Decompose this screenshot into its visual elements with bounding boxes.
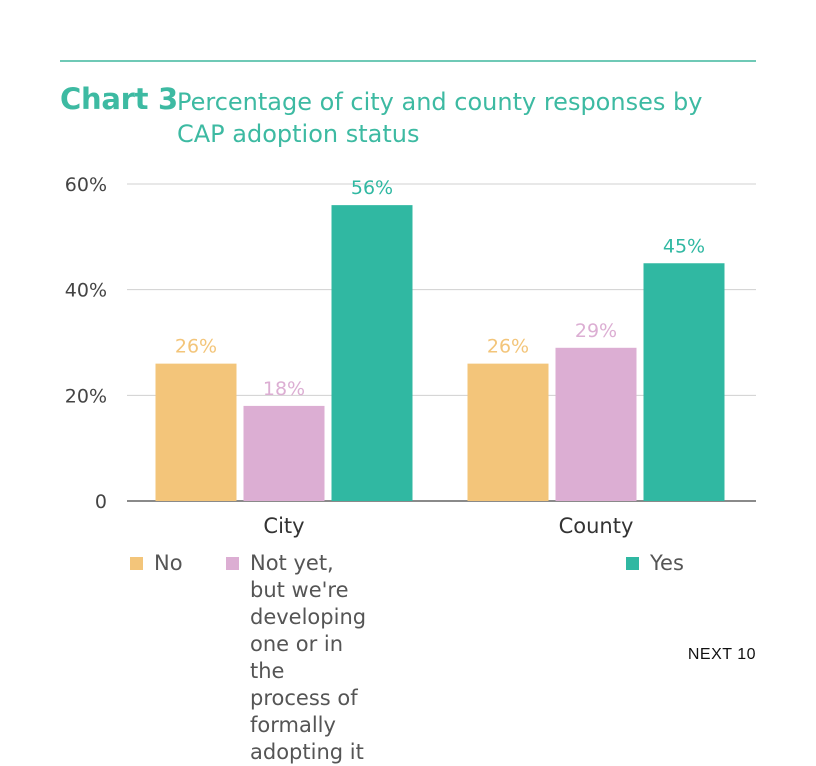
chart-number: Chart 3 xyxy=(60,82,178,116)
y-tick-label: 40% xyxy=(65,280,107,302)
bar-chart: 0 20% 40% 60% 26% 18% 56% City 26% 29% 45% County xyxy=(65,174,756,538)
bar-no-city xyxy=(155,363,237,501)
x-tick-label: County xyxy=(559,514,634,538)
data-label: 45% xyxy=(663,235,705,257)
data-label: 26% xyxy=(487,336,529,358)
legend-swatch-not-yet xyxy=(226,557,239,570)
bar-not-yet-county xyxy=(555,347,637,501)
bar-yes-city xyxy=(331,205,413,501)
data-label: 26% xyxy=(175,336,217,358)
data-label: 29% xyxy=(575,320,617,342)
legend-label-yes: Yes xyxy=(650,551,684,575)
source-footer: NEXT 10 xyxy=(687,646,756,663)
chart-title: Percentage of city and county responses … xyxy=(177,88,703,148)
data-label: 18% xyxy=(263,378,305,400)
bar-no-county xyxy=(467,363,549,501)
bar-yes-county xyxy=(643,263,725,501)
y-tick-label: 60% xyxy=(65,174,107,196)
y-tick-label: 20% xyxy=(65,385,107,407)
data-label: 56% xyxy=(351,177,393,199)
x-tick-label: City xyxy=(263,514,304,538)
legend-swatch-no xyxy=(130,557,143,570)
legend-label-not-yet: Not yet, but we're developing one or in … xyxy=(250,551,367,764)
bar-not-yet-city xyxy=(243,405,325,501)
legend-label-no: No xyxy=(154,551,183,575)
top-divider xyxy=(60,60,756,62)
legend-swatch-yes xyxy=(626,557,639,570)
y-tick-label: 0 xyxy=(95,491,107,513)
